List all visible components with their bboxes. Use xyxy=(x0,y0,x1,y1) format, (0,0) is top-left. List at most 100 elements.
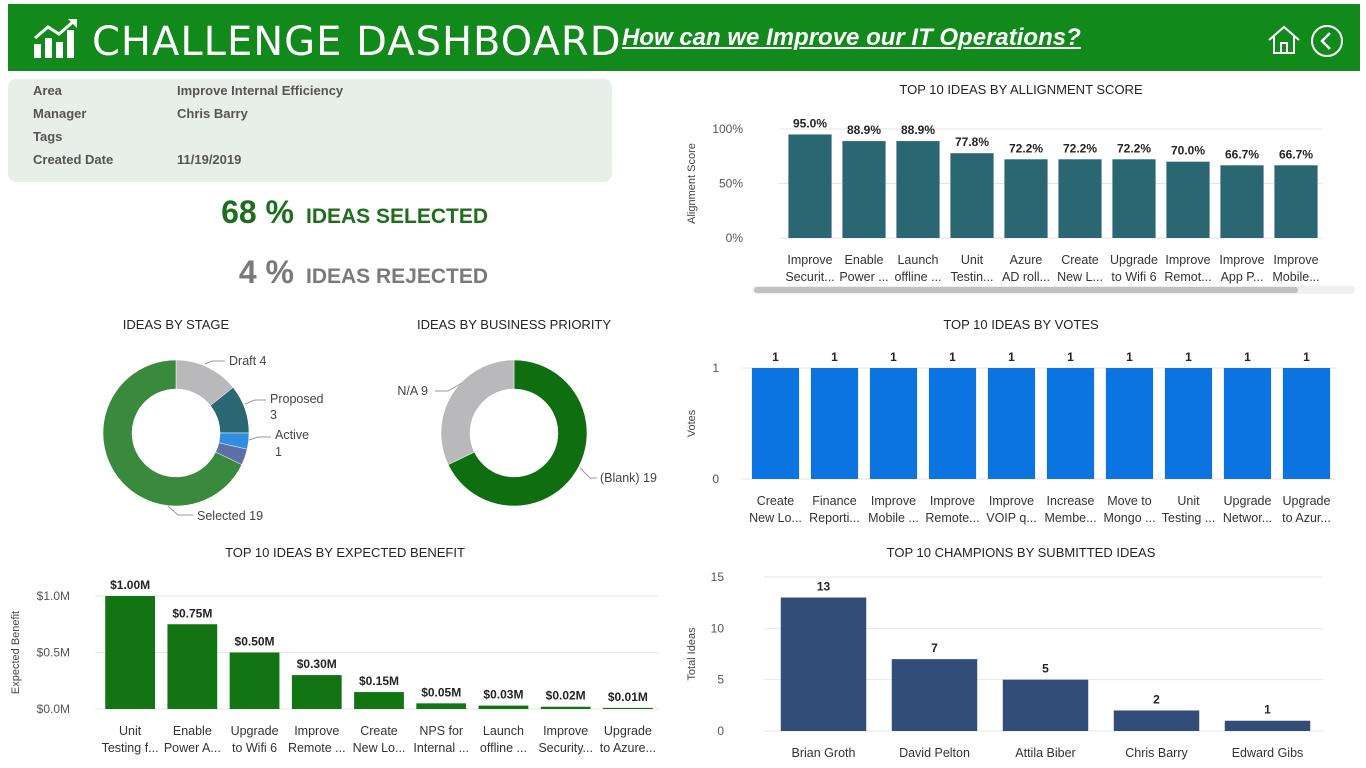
leader-line xyxy=(579,467,597,479)
donut-slice xyxy=(440,359,515,466)
data-label: 88.9% xyxy=(847,123,881,137)
bar xyxy=(1002,679,1089,731)
data-label: 72.2% xyxy=(1063,141,1097,155)
challenge-question-link[interactable]: How can we Improve our IT Operations? xyxy=(622,24,1081,51)
bar xyxy=(788,134,832,238)
x-tick-label: Improve xyxy=(787,253,832,267)
x-tick-label: Azure xyxy=(1010,253,1043,267)
y-tick-label: 15 xyxy=(711,570,725,584)
data-label: $1.00M xyxy=(110,578,150,592)
bar xyxy=(1113,710,1200,731)
x-tick-label: Unit xyxy=(961,253,984,267)
x-tick-label: Remote... xyxy=(925,511,979,525)
chart-logo-icon xyxy=(34,19,77,58)
bar xyxy=(1282,368,1331,479)
x-tick-label: Reporti... xyxy=(809,511,860,525)
data-label: $0.03M xyxy=(483,688,523,702)
x-tick-label: Improve xyxy=(1219,253,1264,267)
y-tick-label: 0 xyxy=(712,472,719,486)
data-label: 1 xyxy=(1244,350,1251,364)
data-label: $0.15M xyxy=(359,674,399,688)
data-label: $0.02M xyxy=(546,689,586,703)
x-tick-label: Improve xyxy=(871,494,916,508)
bar xyxy=(540,706,591,709)
header-bar: CHALLENGE DASHBOARD How can we Improve o… xyxy=(8,4,1360,71)
bar xyxy=(478,705,529,709)
bar xyxy=(928,368,977,479)
bar xyxy=(1058,159,1102,238)
bar xyxy=(987,368,1036,479)
x-tick-label: Improve xyxy=(989,494,1034,508)
bar xyxy=(1224,720,1311,731)
y-axis-label: Total Ideas xyxy=(686,627,698,681)
alignment-chart-title: TOP 10 IDEAS BY ALLIGNMENT SCORE xyxy=(899,82,1143,97)
bar xyxy=(354,692,404,709)
slice-label: Proposed xyxy=(270,392,324,406)
y-tick-label: 0 xyxy=(717,724,724,738)
home-icon[interactable] xyxy=(1266,24,1302,56)
data-label: 1 xyxy=(890,350,897,364)
bar xyxy=(950,153,994,238)
leader-line xyxy=(244,399,266,405)
x-tick-label: VOIP q... xyxy=(986,511,1037,525)
x-tick-label: Unit xyxy=(1177,494,1200,508)
data-label: 1 xyxy=(772,350,779,364)
leader-line xyxy=(204,360,225,365)
x-tick-label: Upgrade xyxy=(231,724,279,738)
x-tick-label: Enable xyxy=(845,253,884,267)
bar xyxy=(167,624,218,709)
x-tick-label: Unit xyxy=(119,724,142,738)
y-tick-label: 0% xyxy=(726,231,744,245)
data-label: 72.2% xyxy=(1117,141,1151,155)
app-title: CHALLENGE DASHBOARD xyxy=(92,19,622,65)
x-tick-label: Remot... xyxy=(1164,270,1211,284)
data-label: 1 xyxy=(831,350,838,364)
x-tick-label: Chris Barry xyxy=(1125,746,1188,760)
x-tick-label: AD roll... xyxy=(1002,270,1050,284)
x-tick-label: Mongo ... xyxy=(1103,511,1155,525)
bar xyxy=(1105,368,1154,479)
info-row-tags: Tags xyxy=(33,129,63,144)
x-tick-label: Mobile... xyxy=(1272,270,1319,284)
bar xyxy=(229,652,280,709)
x-tick-label: New Lo... xyxy=(749,511,802,525)
y-tick-label: $0.5M xyxy=(37,646,70,660)
x-tick-label: Networ... xyxy=(1223,511,1272,525)
slice-label: 3 xyxy=(270,408,277,422)
x-tick-label: Edward Gibs xyxy=(1232,746,1304,760)
data-label: $0.30M xyxy=(297,657,337,671)
x-tick-label: New Lo... xyxy=(353,741,406,755)
bar xyxy=(751,368,800,479)
slice-label: Active xyxy=(275,428,309,442)
x-tick-label: Launch xyxy=(483,724,524,738)
back-icon[interactable] xyxy=(1310,24,1344,58)
x-tick-label: New L... xyxy=(1057,270,1103,284)
data-label: 70.0% xyxy=(1171,144,1205,158)
x-tick-label: offline ... xyxy=(894,270,941,284)
bar xyxy=(416,703,467,709)
x-tick-label: Increase xyxy=(1047,494,1095,508)
champions-chart-title: TOP 10 CHAMPIONS BY SUBMITTED IDEAS xyxy=(886,545,1156,560)
x-tick-label: to Azure... xyxy=(600,741,656,755)
slice-label: Draft 4 xyxy=(229,354,267,368)
x-tick-label: Attila Biber xyxy=(1015,746,1075,760)
donut-slice xyxy=(447,359,588,507)
votes-chart-title: TOP 10 IDEAS BY VOTES xyxy=(943,317,1099,332)
horizontal-scrollbar-thumb xyxy=(754,287,1298,293)
slice-label: N/A 9 xyxy=(397,384,428,398)
x-tick-label: Upgrade xyxy=(1283,494,1331,508)
x-tick-label: to Wifi 6 xyxy=(1111,270,1156,284)
data-label: 7 xyxy=(931,641,938,655)
x-tick-label: Remote ... xyxy=(288,741,346,755)
x-tick-label: Brian Groth xyxy=(792,746,856,760)
kpi-selected-value: 68 % xyxy=(221,194,294,230)
data-label: 1 xyxy=(1264,703,1271,717)
x-tick-label: Improve xyxy=(1165,253,1210,267)
x-tick-label: NPS for xyxy=(419,724,463,738)
kpi-rejected-value: 4 % xyxy=(238,254,294,290)
data-label: 1 xyxy=(1008,350,1015,364)
x-tick-label: Upgrade xyxy=(1110,253,1158,267)
x-tick-label: Mobile ... xyxy=(868,511,919,525)
x-tick-label: Internal ... xyxy=(413,741,469,755)
data-label: 1 xyxy=(1126,350,1133,364)
